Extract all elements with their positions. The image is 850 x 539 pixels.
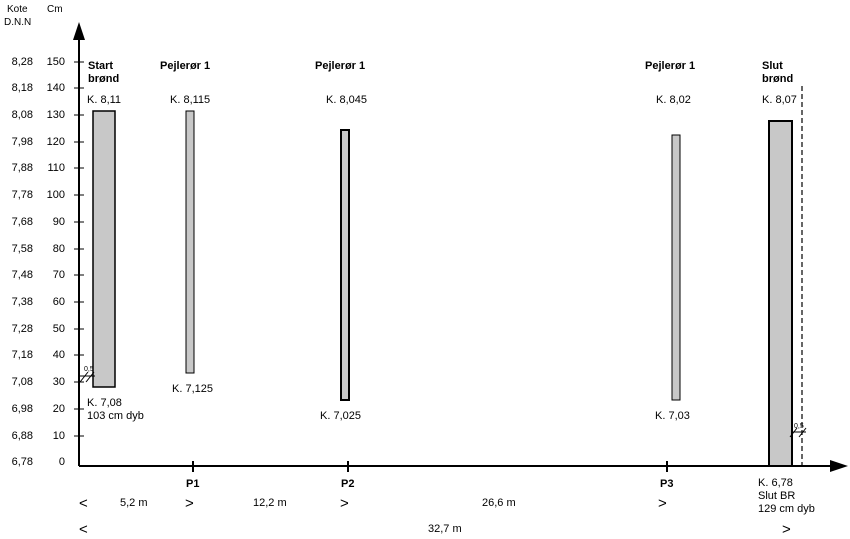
start-well-title-2: brønd	[88, 73, 120, 85]
cm-label: 150	[46, 56, 65, 68]
cm-label: 20	[52, 403, 65, 415]
kote-label: 7,08	[11, 376, 33, 388]
pipe-1-bottom-level: K. 7,125	[172, 383, 213, 395]
dim-total-start-marker: <	[79, 521, 88, 538]
cm-label: 130	[46, 109, 65, 121]
start-well-bottom-level: K. 7,08	[87, 397, 122, 409]
small-dim-right	[789, 427, 807, 438]
start-well-top-level: K. 8,11	[87, 94, 122, 106]
cm-label: 110	[47, 162, 65, 174]
pipe-2-bottom-level: K. 7,025	[320, 410, 361, 422]
small-dim-right-label: 0,5	[794, 423, 804, 430]
bar-pipe-3	[671, 134, 681, 401]
y-ticks	[74, 61, 84, 437]
kote-label: 8,28	[11, 56, 33, 68]
kote-label: 7,58	[11, 243, 33, 255]
kote-label: 7,38	[11, 296, 33, 308]
distance-total: 32,7 m	[428, 523, 462, 535]
pipe-2-top-level: K. 8,045	[326, 94, 367, 106]
end-well-depth: 129 cm dyb	[758, 503, 815, 515]
y-axis-arrow	[73, 22, 85, 40]
bar-end-well	[768, 120, 793, 467]
cm-label: 100	[46, 189, 65, 201]
dim-p3-marker: >	[658, 495, 667, 512]
x-axis-arrow	[830, 460, 848, 472]
distance-p1-p2: 12,2 m	[253, 497, 287, 509]
cm-label: 40	[52, 349, 65, 361]
end-well-title-2: brønd	[762, 73, 794, 85]
kote-label: 7,98	[11, 136, 33, 148]
cm-label: 50	[52, 323, 65, 335]
cm-label: 0	[58, 456, 65, 468]
small-dim-left-label: 0,5	[84, 366, 94, 373]
bar-start-well	[92, 110, 116, 388]
kote-label: 6,88	[11, 430, 33, 442]
pipe-1-top-level: K. 8,115	[170, 94, 211, 106]
kote-label: 7,68	[11, 216, 33, 228]
cm-label: 120	[46, 136, 65, 148]
end-well-bottom-level: K. 6,78	[758, 477, 793, 489]
cm-label: 80	[52, 243, 65, 255]
cm-label: 30	[52, 376, 65, 388]
cm-header: Cm	[47, 4, 63, 15]
cm-label: 10	[52, 430, 65, 442]
kote-header-unit: D.N.N	[4, 17, 32, 28]
cm-label: 60	[52, 296, 65, 308]
dim-start-marker: <	[79, 495, 88, 512]
cm-label: 140	[46, 82, 65, 94]
end-well-note: Slut BR	[758, 490, 796, 502]
point-label-p3: P3	[660, 478, 674, 490]
kote-label: 7,78	[11, 189, 33, 201]
kote-label: 7,18	[11, 349, 33, 361]
pipe-3-bottom-level: K. 7,03	[655, 410, 690, 422]
point-label-p2: P2	[341, 478, 355, 490]
pipe-2-title: Pejlerør 1	[315, 60, 366, 72]
pipe-3-title: Pejlerør 1	[645, 60, 696, 72]
start-well-depth: 103 cm dyb	[87, 410, 144, 422]
end-well-title: Slut	[762, 60, 783, 72]
cm-label: 70	[52, 269, 65, 281]
bar-pipe-2	[340, 129, 350, 401]
end-well-top-level: K. 8,07	[762, 94, 797, 106]
kote-label: 6,98	[11, 403, 33, 415]
distance-p2-p3: 26,6 m	[482, 497, 516, 509]
pipe-3-top-level: K. 8,02	[656, 94, 691, 106]
dim-total-end-marker: >	[782, 521, 791, 538]
kote-label: 6,78	[11, 456, 33, 468]
bar-pipe-1	[185, 110, 195, 374]
kote-header: Kote	[7, 4, 28, 15]
kote-label: 8,08	[11, 109, 33, 121]
kote-label: 7,28	[11, 323, 33, 335]
small-dim-left	[79, 371, 95, 383]
start-well-title: Start	[88, 60, 114, 72]
distance-start-p1: 5,2 m	[120, 497, 148, 509]
kote-label: 8,18	[11, 82, 33, 94]
cm-label: 90	[52, 216, 65, 228]
kote-label: 7,88	[11, 162, 33, 174]
dim-p2-marker: >	[340, 495, 349, 512]
kote-label: 7,48	[11, 269, 33, 281]
point-label-p1: P1	[186, 478, 200, 490]
pipe-1-title: Pejlerør 1	[160, 60, 211, 72]
dim-p1-marker: >	[185, 495, 194, 512]
